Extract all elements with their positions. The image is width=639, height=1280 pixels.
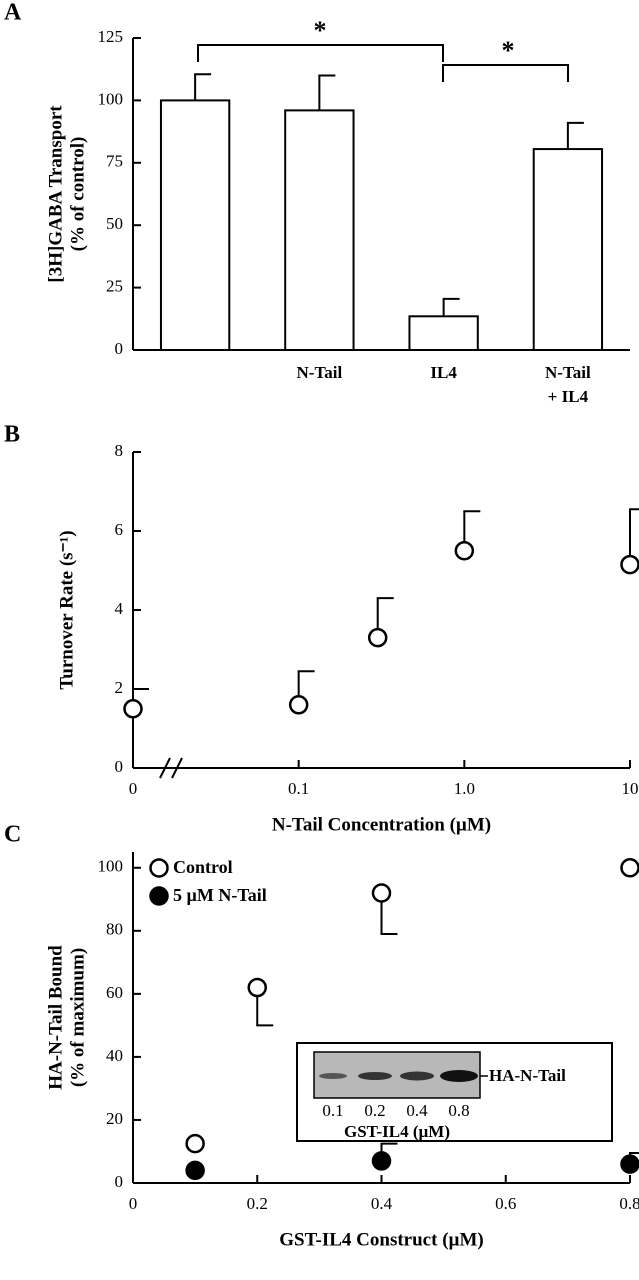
x-tick-label: N-Tail + IL4 [545, 363, 591, 406]
y-axis-label: Turnover Rate (s⁻¹) [56, 530, 77, 689]
data-point [185, 1133, 205, 1154]
inset-axis-label: GST-IL4 (µM) [344, 1122, 450, 1141]
bar [532, 148, 604, 351]
x-axis-label: N-Tail Concentration (µM) [272, 814, 491, 835]
bar [408, 315, 479, 351]
x-tick-label: IL4 [430, 363, 457, 382]
inset-lane-label: 0.8 [448, 1101, 469, 1120]
data-point [247, 977, 267, 998]
data-point [620, 858, 639, 878]
inset: HA-N-Tail 0.1 0.2 0.4 0.8 GST-IL4 (µM) [296, 1042, 613, 1142]
y-tick-label: 2 [115, 678, 124, 697]
panel-label: B [4, 422, 20, 448]
x-tick-label: 0.1 [288, 779, 309, 798]
legend-marker [149, 858, 169, 878]
y-tick-label: 50 [106, 214, 123, 233]
x-tick-label: 1.0 [454, 779, 475, 798]
inset-lane-label: 0.4 [406, 1101, 428, 1120]
x-tick-label: 0.8 [619, 1194, 639, 1213]
panel-label: A [4, 0, 22, 26]
significance-bracket [197, 44, 569, 82]
y-tick-label: 75 [106, 152, 123, 171]
data-point [371, 1151, 392, 1171]
x-tick-label: N-Tail [297, 363, 343, 382]
y-tick-label: 6 [115, 520, 124, 539]
inset-band-label: HA-N-Tail [489, 1066, 566, 1085]
significance-star: * [502, 36, 515, 65]
data-point [288, 695, 309, 715]
y-axis-label: (% of maximum) [67, 948, 88, 1087]
data-point [123, 699, 143, 719]
data-point [371, 883, 392, 903]
y-tick-label: 80 [106, 920, 123, 939]
bar [159, 99, 231, 352]
x-tick-label: 0.4 [371, 1194, 393, 1213]
data-point [367, 627, 388, 648]
legend-label: 5 µM N-Tail [173, 885, 267, 905]
x-tick-label: 10 [622, 779, 639, 798]
y-tick-label: 40 [106, 1046, 123, 1065]
data-point [620, 1154, 639, 1174]
y-tick-label: 8 [115, 441, 124, 460]
x-tick-label: 0.6 [495, 1194, 516, 1213]
y-tick-label: 0 [115, 339, 124, 358]
y-axis-label: [3H]GABA Transport [45, 105, 66, 283]
x-tick-label: 0.2 [247, 1194, 268, 1213]
y-tick-label: 60 [106, 983, 123, 1002]
data-point [185, 1160, 205, 1181]
y-tick-label: 100 [98, 857, 124, 876]
x-tick-label: 0 [129, 779, 138, 798]
y-tick-label: 20 [106, 1109, 123, 1128]
panel-label: C [4, 822, 21, 848]
bar [284, 109, 355, 351]
y-tick-label: 125 [98, 27, 124, 46]
legend-marker [149, 886, 169, 906]
legend-label: Control [173, 857, 233, 877]
data-point [620, 554, 639, 575]
inset-lane-label: 0.2 [364, 1101, 385, 1120]
significance-star: * [314, 16, 327, 45]
y-tick-label: 100 [98, 89, 124, 108]
x-axis-label: GST-IL4 Construct (µM) [279, 1229, 483, 1250]
inset-lane-label: 0.1 [322, 1101, 343, 1120]
data-point [454, 541, 475, 561]
y-tick-label: 0 [115, 1172, 124, 1191]
y-tick-label: 25 [106, 277, 123, 296]
y-axis-label: (% of control) [67, 137, 88, 252]
y-tick-label: 0 [115, 757, 124, 776]
y-tick-label: 4 [115, 599, 124, 618]
y-axis-label: HA-N-Tail Bound [45, 945, 66, 1090]
x-tick-label: 0 [129, 1194, 138, 1213]
